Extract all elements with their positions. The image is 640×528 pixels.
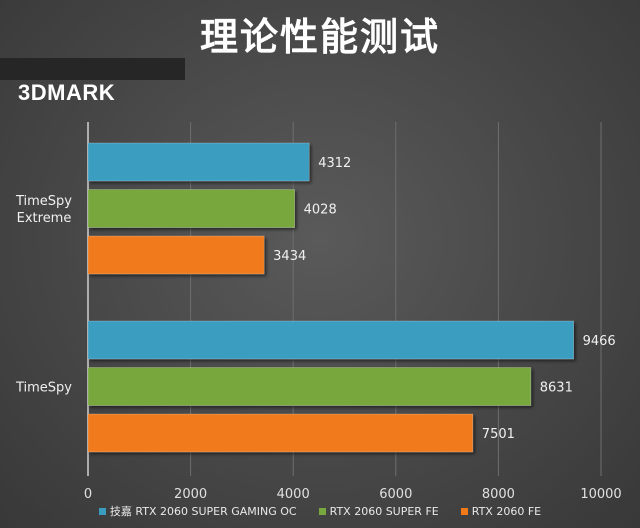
data-label: 8631 [540,381,573,396]
page-title: 理论性能测试 [199,15,440,59]
category-label: Extreme [17,211,72,226]
legend-label: RTX 2060 SUPER FE [329,504,439,518]
bar [87,320,574,360]
header-band [0,58,185,80]
data-label: 4312 [318,156,351,171]
data-label: 4028 [304,203,337,218]
category-label: TimeSpy [15,194,72,209]
x-tick-label: 6000 [379,487,412,502]
x-tick-label: 4000 [277,487,310,502]
x-tick-label: 0 [84,487,92,502]
legend-label: RTX 2060 FE [471,504,542,518]
x-tick-label: 8000 [482,487,515,502]
legend-item: 技嘉 RTX 2060 SUPER GAMING OC [98,503,297,519]
legend-swatch [460,507,468,515]
data-label: 7501 [482,427,515,442]
x-tick-label: 2000 [174,487,207,502]
legend: 技嘉 RTX 2060 SUPER GAMING OC RTX 2060 SUPE… [0,503,640,519]
legend-swatch [318,507,326,515]
data-label: 9466 [583,334,616,349]
category-label: TimeSpy [15,381,72,396]
bar [87,413,474,453]
bar [87,142,310,182]
legend-item: RTX 2060 SUPER FE [318,503,439,519]
bars [87,142,574,453]
bar [87,235,265,275]
chart-subtitle: 3DMARK [18,80,116,105]
legend-item: RTX 2060 FE [460,503,542,519]
bar [87,367,532,406]
legend-label: 技嘉 RTX 2060 SUPER GAMING OC [109,505,297,518]
bar [87,189,295,228]
x-tick-label: 10000 [580,487,621,502]
legend-swatch [98,507,106,515]
labels: 0 2000 4000 6000 8000 10000 4312 4028 3434 TimeSp… [15,156,622,502]
data-label: 3434 [273,249,306,264]
